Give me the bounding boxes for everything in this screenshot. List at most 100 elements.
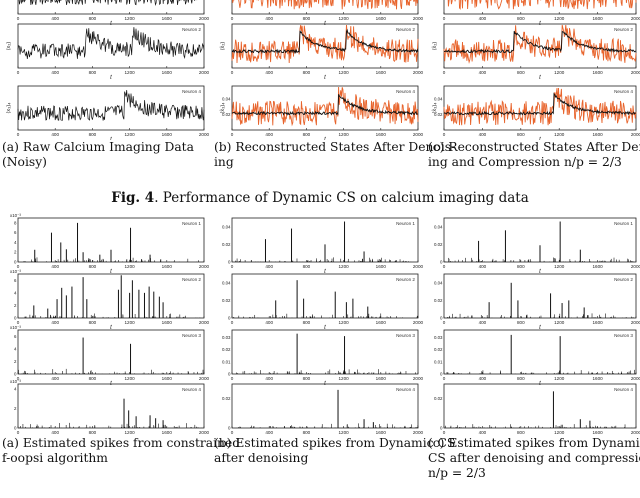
x-tick-label: 2000 [631,430,640,434]
x-tick-label: 0 [231,320,234,325]
legend-label: Neuron 3 [614,333,633,338]
x-tick-label: 2000 [631,16,640,21]
noisy-trace [231,86,419,127]
plot-frame [17,0,205,15]
y-tick-label: 0.02 [222,347,231,352]
x-axis-label: t [324,75,326,81]
x-tick-label: 800 [303,320,311,325]
x-tick-label: 400 [51,132,59,137]
legend-label: Neuron 4 [182,387,201,392]
x-tick-label: 800 [303,132,311,137]
x-tick-label: 1200 [554,16,565,21]
x-tick-label: 1600 [592,320,603,325]
x-tick-label: 1200 [124,376,135,381]
figure-title: Fig. 4. Performance of Dynamic CS on cal… [0,190,640,206]
x-tick-label: 1600 [592,70,603,75]
y-tick-label: 6 [14,230,17,235]
y-tick-label: 2 [14,303,17,308]
caption-line: ing [214,155,234,169]
x-tick-label: 1200 [124,430,135,434]
x-tick-label: 0 [17,430,20,434]
x-tick-label: 400 [479,320,487,325]
legend-label: Neuron 1 [396,221,415,226]
figure-title-text: . Performance of Dynamic CS on calcium i… [154,190,529,206]
x-tick-label: 0 [17,132,20,137]
y-tick-label: 0.04 [434,224,443,229]
legend-label: Neuron 2 [182,27,201,32]
y-exponent-label: x10⁻³ [10,325,21,330]
x-axis-label: t [539,269,541,275]
x-tick-label: 1200 [338,376,349,381]
caption-line: after denoising [214,451,309,465]
plot-frame [443,383,637,429]
x-axis-label: t [110,137,112,140]
chart-bot-b2: 0 400 800 1200 1600 2000 t Neuron 2 0 0.02 0.04 [222,273,424,331]
x-tick-label: 400 [265,70,273,75]
y-tick-label: 0.03 [434,335,443,340]
x-tick-label: 400 [265,16,273,21]
x-tick-label: 0 [443,16,446,21]
x-tick-label: 800 [303,16,311,21]
x-tick-label: 800 [89,264,97,269]
y-tick-label: 0.04 [222,280,231,285]
x-tick-label: 0 [231,16,234,21]
legend-label: Neuron 1 [614,221,633,226]
x-tick-label: 1600 [592,16,603,21]
x-tick-label: 0 [231,70,234,75]
x-tick-label: 0 [443,264,446,269]
x-tick-label: 2000 [199,430,210,434]
x-tick-label: 800 [89,70,97,75]
legend-label: Neuron 3 [182,333,201,338]
x-tick-label: 1600 [376,430,387,434]
x-axis-label: t [110,269,112,275]
top-figure-panels: 0 400 800 1200 1600 2000 t 0 400 800 1200 1600 2000 t… [6,0,640,140]
x-tick-label: 2000 [199,264,210,269]
y-tick-label: 4 [14,290,17,295]
signal-trace [444,30,637,54]
caption-line: (c) Reconstructed States After Denois- [428,140,640,154]
legend-label: Neuron 2 [614,277,633,282]
plot-frame [231,0,419,15]
y-tick-label: 2 [14,406,17,411]
x-tick-label: 1600 [162,376,173,381]
y-tick-label: 6 [14,278,17,283]
caption-top-b: (b) Reconstructed States After Denois- i… [214,140,455,170]
y-tick-label: 0.02 [434,242,443,247]
x-tick-label: 2000 [413,430,424,434]
x-tick-label: 800 [89,132,97,137]
y-axis-label: (x̂₃)₄ [220,102,226,114]
y-tick-label: 2 [14,250,17,255]
x-tick-label: 2000 [631,70,640,75]
x-axis-label: t [539,325,541,331]
legend-label: Neuron 4 [614,89,633,94]
x-axis-label: t [324,269,326,275]
y-tick-label: 0.02 [222,396,231,401]
x-axis-label: t [110,75,112,81]
x-tick-label: 800 [517,430,525,434]
chart-bot-c1: 0 400 800 1200 1600 2000 t Neuron 1 0 0.02 0.04 [434,217,640,275]
x-tick-label: 400 [51,16,59,21]
x-tick-label: 800 [517,320,525,325]
x-tick-label: 1200 [554,132,565,137]
y-axis-label: (x₃)₄ [6,102,12,114]
caption-line: CS after denoising and compression [428,451,640,465]
chart-top-b2: 0 400 800 1200 1600 2000 t Neuron 2 (x̂₂) [220,23,424,81]
y-axis-label: (x₂) [6,42,12,51]
x-tick-label: 400 [479,264,487,269]
x-tick-label: 1200 [124,16,135,21]
x-tick-label: 2000 [199,376,210,381]
caption-line: f-oopsi algorithm [2,451,108,465]
y-tick-label: 2 [14,359,17,364]
chart-top-b3: 0 400 800 1200 1600 2000 t Neuron 4 (x̂₃)₄0.02 0.… [220,85,424,140]
plot-frame [17,273,205,319]
caption-line: (a) Estimated spikes from constrained [2,436,241,450]
x-tick-label: 0 [231,264,234,269]
y-tick-label: 0.04 [434,280,443,285]
x-tick-label: 800 [89,16,97,21]
chart-top-c2: 0 400 800 1200 1600 2000 t Neuron 2 (x̂₂) [432,23,640,81]
